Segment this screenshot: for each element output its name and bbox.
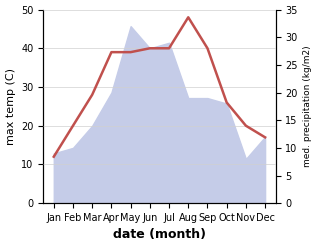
Y-axis label: max temp (C): max temp (C): [5, 68, 16, 145]
X-axis label: date (month): date (month): [113, 228, 206, 242]
Y-axis label: med. precipitation (kg/m2): med. precipitation (kg/m2): [303, 45, 313, 167]
